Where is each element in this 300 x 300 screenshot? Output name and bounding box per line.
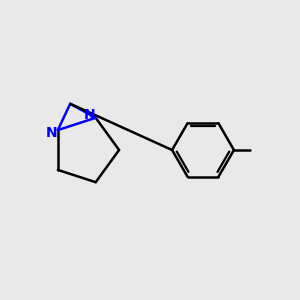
Text: N: N — [46, 126, 57, 140]
Text: N: N — [83, 108, 95, 122]
